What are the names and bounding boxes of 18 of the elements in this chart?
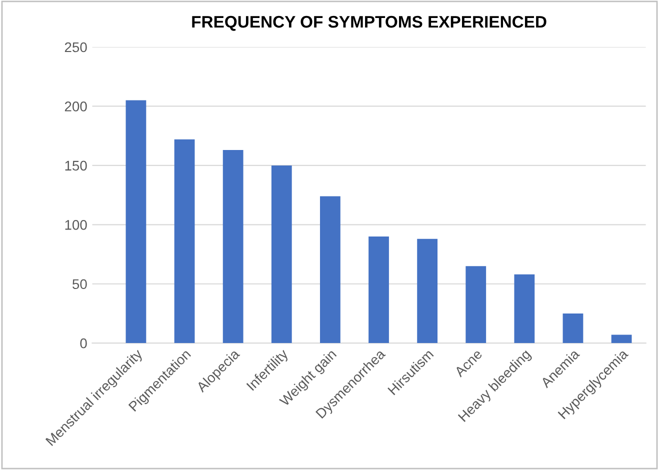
chart-title: FREQUENCY OF SYMPTOMS EXPERIENCED xyxy=(192,16,546,31)
y-tick-label: 50 xyxy=(72,279,87,290)
y-tick-label: 100 xyxy=(65,220,87,230)
bar xyxy=(611,334,632,344)
bar xyxy=(514,274,535,344)
bar xyxy=(417,238,438,344)
bar xyxy=(174,139,195,344)
bar xyxy=(222,150,244,344)
y-tick-label: 250 xyxy=(64,42,87,52)
bar xyxy=(466,266,486,344)
bar xyxy=(320,196,340,344)
y-tick-label: 150 xyxy=(65,160,87,171)
bar xyxy=(126,100,146,344)
y-tick-label: 0 xyxy=(80,338,87,348)
bar xyxy=(271,165,292,344)
bar xyxy=(368,236,389,344)
y-tick-label: 200 xyxy=(64,102,87,112)
bar xyxy=(562,313,584,344)
